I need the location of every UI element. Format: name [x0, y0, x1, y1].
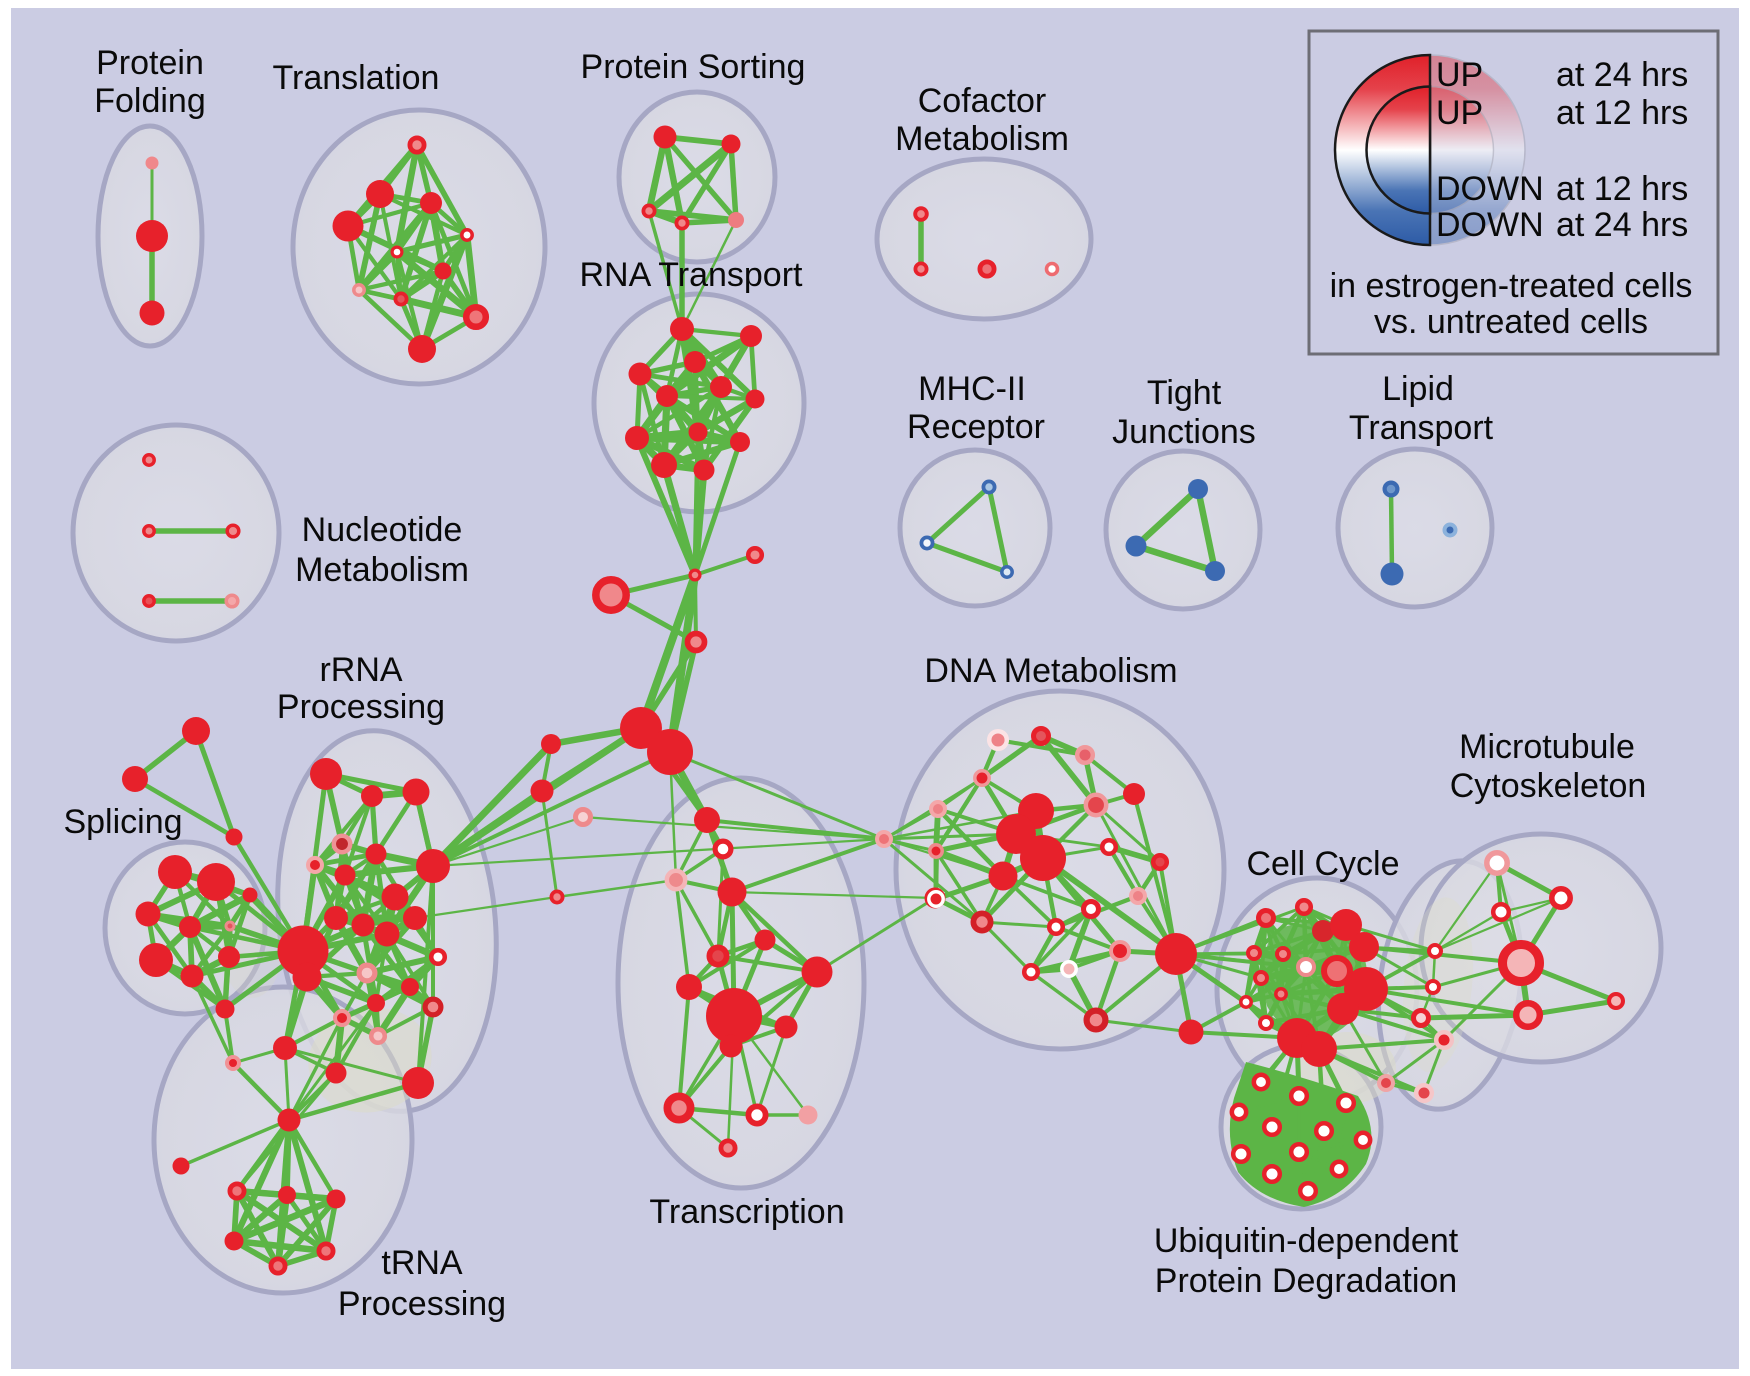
svg-text:at 12 hrs: at 12 hrs	[1556, 170, 1688, 208]
svg-text:rRNA: rRNA	[319, 651, 402, 689]
svg-text:vs. untreated cells: vs. untreated cells	[1374, 303, 1648, 341]
svg-text:Metabolism: Metabolism	[895, 120, 1069, 158]
svg-text:Translation: Translation	[273, 59, 440, 97]
svg-text:Junctions: Junctions	[1112, 413, 1256, 451]
svg-text:Processing: Processing	[338, 1285, 506, 1323]
svg-text:RNA Transport: RNA Transport	[580, 256, 804, 294]
svg-text:Splicing: Splicing	[63, 803, 182, 841]
svg-text:at 24 hrs: at 24 hrs	[1556, 56, 1688, 94]
svg-text:MHC-II: MHC-II	[918, 370, 1026, 408]
svg-text:Metabolism: Metabolism	[295, 551, 469, 589]
svg-text:Cell Cycle: Cell Cycle	[1246, 845, 1399, 883]
svg-text:Protein Sorting: Protein Sorting	[581, 48, 806, 86]
svg-text:Ubiquitin-dependent: Ubiquitin-dependent	[1154, 1222, 1459, 1260]
svg-text:Folding: Folding	[94, 82, 206, 120]
svg-text:Microtubule: Microtubule	[1459, 728, 1635, 766]
svg-text:UP: UP	[1436, 56, 1483, 94]
svg-text:Nucleotide: Nucleotide	[302, 511, 463, 549]
svg-text:DOWN: DOWN	[1436, 170, 1544, 208]
svg-text:DNA Metabolism: DNA Metabolism	[924, 652, 1177, 690]
svg-text:at 12 hrs: at 12 hrs	[1556, 94, 1688, 132]
svg-text:UP: UP	[1436, 94, 1483, 132]
svg-text:Lipid: Lipid	[1382, 370, 1454, 408]
svg-text:Cytoskeleton: Cytoskeleton	[1450, 767, 1647, 805]
svg-text:at 24 hrs: at 24 hrs	[1556, 206, 1688, 244]
svg-text:DOWN: DOWN	[1436, 206, 1544, 244]
svg-text:Receptor: Receptor	[907, 408, 1045, 446]
svg-text:Protein Degradation: Protein Degradation	[1155, 1262, 1457, 1300]
svg-text:Transport: Transport	[1349, 409, 1494, 447]
svg-text:Tight: Tight	[1147, 374, 1222, 412]
svg-text:Cofactor: Cofactor	[918, 82, 1047, 120]
svg-text:Protein: Protein	[96, 44, 204, 82]
svg-text:in estrogen-treated cells: in estrogen-treated cells	[1330, 267, 1693, 305]
svg-text:Transcription: Transcription	[649, 1193, 844, 1231]
svg-text:Processing: Processing	[277, 688, 445, 726]
svg-text:tRNA: tRNA	[381, 1244, 463, 1282]
